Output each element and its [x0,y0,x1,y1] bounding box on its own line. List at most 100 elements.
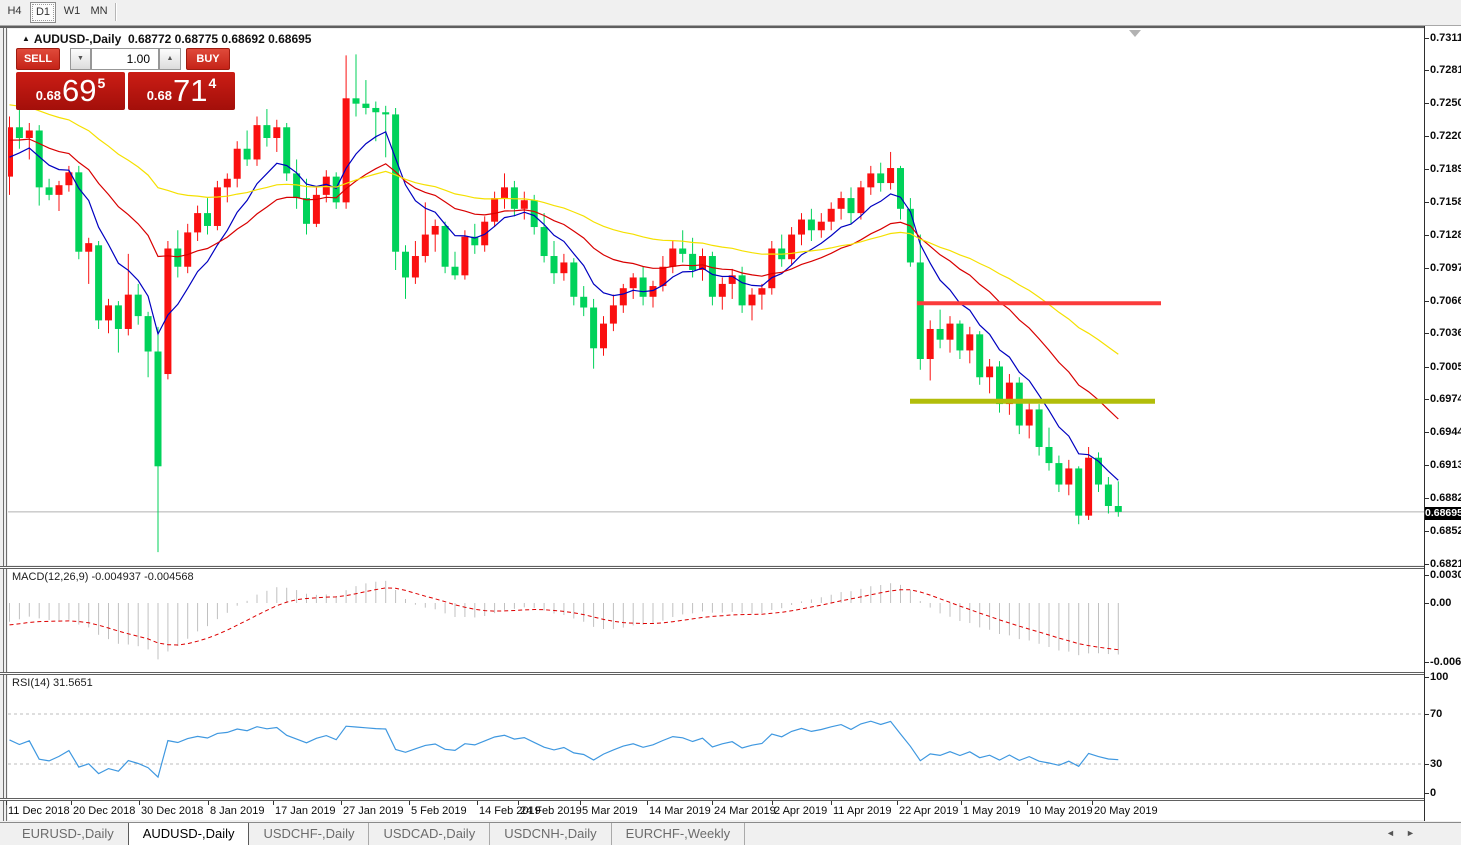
date-axis-tick [647,801,648,805]
macd-axis-label: -0.00631 [1430,655,1461,668]
sell-price-display[interactable]: 0.68 69 5 [16,72,125,110]
buy-price-display[interactable]: 0.68 71 4 [128,72,235,110]
candle-body [421,234,429,257]
date-axis-label: 14 Mar 2019 [649,805,711,817]
axis-tick [1425,574,1429,576]
candle [986,359,994,394]
macd-pane[interactable]: MACD(12,26,9) -0.004937 -0.004568 [8,569,1424,672]
candle [392,107,400,270]
tab-scroll-right-icon[interactable]: ► [1406,828,1415,838]
timeframe-toolbar: H4 D1 W1 MN [0,0,1461,25]
candle [421,202,429,263]
macd-axis-label: 0.00 [1430,597,1452,609]
tab-eurusd-daily[interactable]: EURUSD-,Daily [22,826,114,841]
price-axis-label: 0.70665 [1430,294,1461,307]
candle [956,320,964,360]
candle-body [322,176,330,195]
date-axis-tick [6,801,7,805]
tab-audusd-daily[interactable]: AUDUSD-,Daily [127,823,250,845]
candle-body [827,208,835,222]
candle [85,237,93,284]
tab-usdcad-daily[interactable]: USDCAD-,Daily [369,823,491,845]
candle-body [857,187,865,214]
candle [887,151,895,190]
volume-decrease-button[interactable]: ▼ [70,48,91,70]
timeframe-w1-button[interactable]: W1 [63,5,81,17]
sell-button[interactable]: SELL [16,48,60,70]
date-axis-label: 30 Dec 2018 [141,805,204,817]
candle-body [560,262,568,274]
candle [857,180,865,220]
candle [560,253,568,281]
candle-body [164,248,172,375]
candle-body [372,107,380,113]
candle [164,240,172,380]
candle [788,227,796,265]
candle-body [114,305,122,329]
tab-eurchf-weekly[interactable]: EURCHF-,Weekly [612,823,746,845]
window-frame-line [0,26,1461,28]
timeframe-h4-button[interactable]: H4 [7,5,22,17]
macd-chart[interactable] [8,569,1424,672]
date-axis[interactable]: 11 Dec 2018 20 Dec 2018 30 Dec 2018 8 Jan 2… [6,801,1424,820]
date-axis-tick [831,801,832,805]
candle [45,178,53,201]
candle-body [45,187,53,195]
candle [540,213,548,263]
candle [1104,477,1112,514]
main-chart-pane[interactable]: ▲ AUDUSD-,Daily 0.68772 0.68775 0.68692 0… [8,29,1424,565]
candlestick-chart[interactable] [8,29,1424,565]
candle-body [1085,457,1093,516]
candle [837,191,845,220]
tab-usdchf-daily[interactable]: USDCHF-,Daily [249,823,370,845]
buy-button[interactable]: BUY [186,48,230,70]
candle [154,326,162,553]
candle-body [966,334,974,351]
axis-tick [1425,201,1429,203]
candle [461,230,469,280]
candle [728,268,736,299]
candle [213,180,221,231]
volume-input[interactable] [91,48,159,70]
ma-medium-line [9,138,1119,420]
candle-body [223,178,231,188]
candle [689,237,697,278]
candle-body [1095,457,1102,485]
candle [253,116,261,166]
candle-body [263,125,271,139]
candle-body [55,185,63,195]
candle [144,311,152,378]
candle-body [897,168,904,209]
timeframe-mn-button[interactable]: MN [90,5,108,17]
rsi-chart[interactable] [8,675,1424,798]
candle [352,54,360,117]
candle-body [550,256,558,274]
candle-body [105,305,112,321]
chart-shift-marker-icon[interactable] [1129,30,1141,37]
date-axis-label: 24 Feb 2019 [520,805,582,817]
candle [778,234,786,267]
axis-tick [1425,431,1429,433]
pane-separator[interactable] [0,566,1461,567]
price-axis-label: 0.72505 [1430,97,1461,110]
candle-body [996,366,1003,405]
candle-body [332,176,340,203]
candle-body [392,114,400,252]
timeframe-d1-button[interactable]: D1 [30,2,56,23]
price-axis-label: 0.69745 [1430,393,1461,406]
volume-increase-button[interactable]: ▲ [159,48,181,70]
candle-body [639,277,647,297]
tab-scroll-left-icon[interactable]: ◄ [1386,828,1395,838]
candle-body [807,219,815,231]
candle-body [85,243,93,252]
chart-title-ohlc: 0.68772 0.68775 0.68692 0.68695 [127,32,312,46]
tab-usdcnh-daily[interactable]: USDCNH-,Daily [490,823,612,845]
rsi-pane[interactable]: RSI(14) 31.5651 [8,675,1424,798]
candle [75,165,83,260]
chart-title-symbol: AUDUSD-,Daily [33,32,122,46]
pane-separator[interactable] [0,672,1461,673]
candle [174,230,182,278]
price-axis-label: 0.73115 [1430,31,1461,44]
